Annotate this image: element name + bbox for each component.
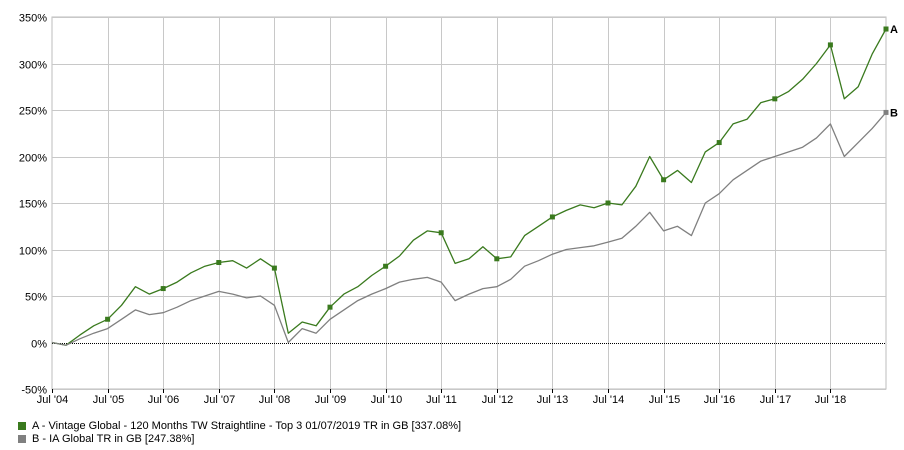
x-tick-label: Jul '05: [93, 394, 124, 406]
y-tick-label: -50%: [21, 385, 47, 397]
series-marker-a: [716, 140, 722, 146]
series-line-b: [51, 111, 887, 346]
series-marker-a: [438, 230, 444, 236]
series-lines: [51, 26, 889, 346]
series-end-marker-a: [883, 26, 889, 32]
legend-item-a: A - Vintage Global - 120 Months TW Strai…: [18, 419, 461, 432]
y-tick-label: 0%: [31, 339, 47, 351]
x-tick-label: Jul '13: [537, 394, 568, 406]
legend-label-a: A - Vintage Global - 120 Months TW Strai…: [32, 419, 462, 432]
series-marker-a: [105, 316, 111, 322]
legend: A - Vintage Global - 120 Months TW Strai…: [18, 419, 461, 445]
legend-label-b: B - IA Global TR in GB [247.38%]: [32, 432, 195, 445]
x-tick-label: Jul '06: [148, 394, 179, 406]
y-tick-label: 150%: [19, 199, 47, 211]
x-tick-label: Jul '18: [815, 394, 846, 406]
y-tick-label: 200%: [19, 153, 47, 165]
grid: [51, 16, 887, 390]
series-marker-a: [549, 214, 555, 220]
series-marker-a: [216, 260, 222, 266]
y-tick-label: 300%: [19, 60, 47, 72]
x-tick-label: Jul '10: [371, 394, 402, 406]
x-tick-label: Jul '12: [482, 394, 513, 406]
series-marker-a: [494, 256, 500, 262]
x-tick-label: Jul '11: [426, 394, 457, 406]
legend-item-b: B - IA Global TR in GB [247.38%]: [18, 432, 461, 445]
series-marker-a: [327, 304, 333, 310]
series-marker-a: [661, 177, 667, 183]
y-tick-label: 250%: [19, 106, 47, 118]
series-line-a: [51, 28, 887, 346]
series-marker-a: [772, 96, 778, 102]
x-tick-label: Jul '07: [204, 394, 235, 406]
series-marker-a: [160, 286, 166, 292]
series-end-label-a: A: [890, 24, 898, 36]
series-end-labels: AB: [883, 24, 898, 119]
series-end-label-b: B: [890, 107, 898, 119]
series-end-marker-b: [883, 109, 889, 115]
legend-swatch-a: [18, 421, 26, 430]
x-tick-label: Jul '08: [259, 394, 290, 406]
x-tick-label: Jul '16: [704, 394, 735, 406]
x-tick-label: Jul '15: [649, 394, 680, 406]
series-marker-a: [605, 200, 611, 206]
x-tick-label: Jul '17: [760, 394, 791, 406]
series-marker-a: [383, 263, 389, 269]
series-marker-a: [271, 265, 277, 271]
series-marker-a: [827, 42, 833, 48]
line-chart: 350% 300% 250% 200% 150% 100% 50% 0% -50% Jul '0…: [19, 13, 898, 407]
y-tick-label: 50%: [25, 292, 47, 304]
x-tick-label: Jul '09: [315, 394, 346, 406]
x-axis: Jul '04 Jul '05 Jul '06 Jul '07 Jul '08 Jul '…: [37, 389, 846, 406]
x-tick-label: Jul '14: [593, 394, 624, 406]
y-tick-label: 350%: [19, 13, 47, 25]
y-tick-label: 100%: [19, 246, 47, 258]
y-axis: 350% 300% 250% 200% 150% 100% 50% 0% -50%: [19, 13, 47, 397]
x-tick-label: Jul '04: [37, 394, 68, 406]
legend-swatch-b: [18, 434, 26, 443]
